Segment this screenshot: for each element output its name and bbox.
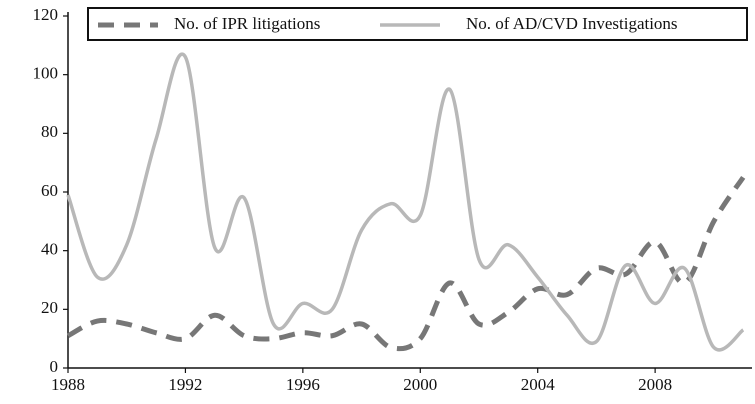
legend-label: No. of AD/CVD Investigations (466, 14, 678, 33)
legend-label: No. of IPR litigations (174, 14, 320, 33)
x-tick-label: 1996 (286, 375, 320, 394)
x-tick-label: 2000 (403, 375, 437, 394)
y-tick-label: 60 (41, 181, 58, 200)
y-tick-label: 40 (41, 240, 58, 259)
y-tick-label: 80 (41, 122, 58, 141)
x-tick-label: 2008 (638, 375, 672, 394)
y-tick-label: 100 (33, 64, 59, 83)
y-tick-label: 0 (50, 357, 59, 376)
series-line (66, 175, 746, 352)
y-tick-label: 120 (33, 5, 59, 24)
x-tick-label: 1988 (51, 375, 85, 394)
x-tick-label: 1992 (168, 375, 202, 394)
series-line (66, 52, 745, 352)
x-tick-label: 2004 (521, 375, 556, 394)
y-tick-label: 20 (41, 298, 58, 317)
